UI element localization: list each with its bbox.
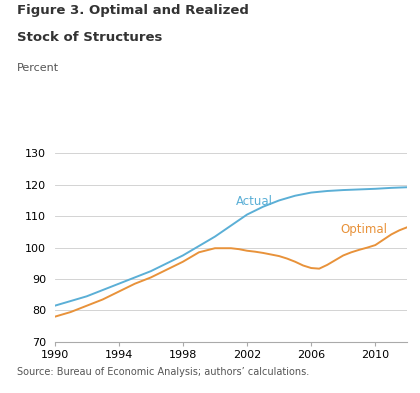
Text: Stock of Structures: Stock of Structures xyxy=(17,31,162,44)
Text: Source: Bureau of Economic Analysis; authors’ calculations.: Source: Bureau of Economic Analysis; aut… xyxy=(17,367,309,377)
Text: Optimal: Optimal xyxy=(340,224,387,237)
Text: Actual: Actual xyxy=(236,195,273,208)
Text: Percent: Percent xyxy=(17,63,59,73)
Text: Figure 3. Optimal and Realized: Figure 3. Optimal and Realized xyxy=(17,4,249,17)
